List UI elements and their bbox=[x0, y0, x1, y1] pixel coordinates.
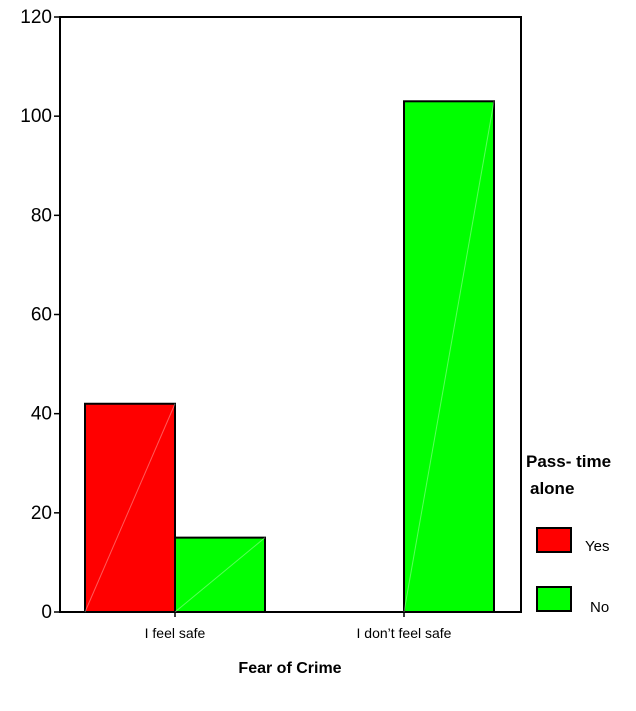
bar-shade-line bbox=[174, 537, 266, 613]
legend-title-line2: alone bbox=[530, 479, 574, 498]
legend-swatch-no bbox=[536, 586, 572, 612]
y-tick-label: 0 bbox=[41, 602, 52, 623]
legend-label-yes: Yes bbox=[585, 538, 609, 555]
bar-no-1 bbox=[403, 100, 495, 614]
legend-label-no: No bbox=[590, 599, 609, 616]
x-category-label: I don’t feel safe bbox=[357, 625, 452, 641]
y-tick-label: 20 bbox=[31, 503, 52, 524]
legend: Pass- time alone Yes No bbox=[526, 452, 611, 616]
bar-no-0 bbox=[174, 536, 266, 613]
bar-shade-line bbox=[403, 101, 495, 613]
y-axis: 0 20 40 60 80 100 120 bbox=[20, 7, 60, 623]
legend-title-line1: Pass- time bbox=[526, 452, 611, 471]
y-tick-label: 80 bbox=[31, 205, 52, 226]
x-category-label: I feel safe bbox=[145, 625, 206, 641]
y-tick-label: 60 bbox=[31, 305, 52, 326]
x-axis-title: Fear of Crime bbox=[238, 660, 341, 677]
y-tick-label: 40 bbox=[31, 404, 52, 425]
y-tick-label: 120 bbox=[20, 7, 52, 28]
legend-swatch-yes bbox=[536, 527, 572, 553]
bar-shade-line bbox=[84, 403, 176, 613]
bars-group bbox=[84, 100, 495, 614]
bar-yes-0 bbox=[84, 402, 176, 613]
y-tick-label: 100 bbox=[20, 106, 52, 127]
x-axis: I feel safe I don’t feel safe bbox=[145, 612, 452, 641]
